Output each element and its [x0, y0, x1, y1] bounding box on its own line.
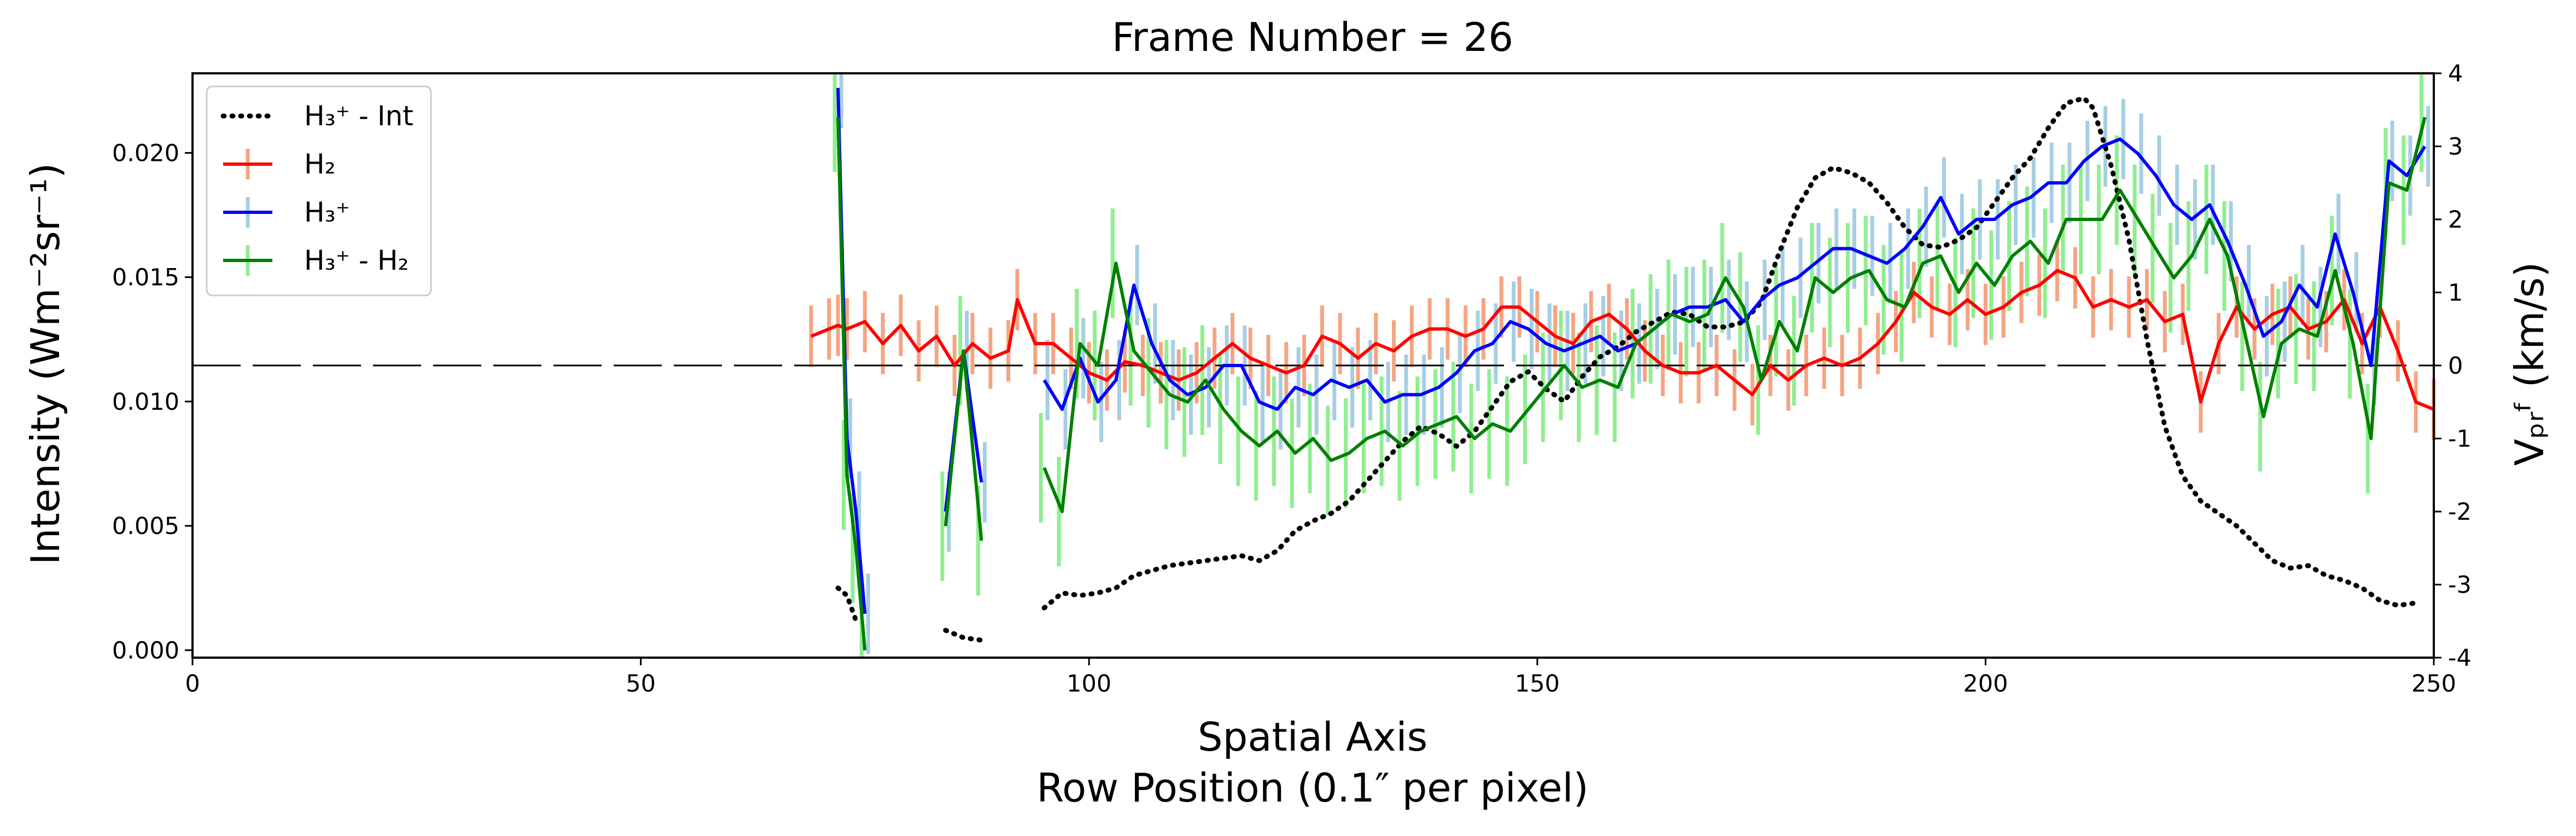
y-left-tick-label: 0.020	[112, 140, 179, 167]
legend-label: H₃⁺ - H₂	[304, 245, 409, 276]
x-tick-label: 0	[185, 670, 200, 698]
y-axis-left: 0.000 0.005 0.010 0.015 0.020	[112, 140, 193, 664]
legend-label: H₃⁺ - Int	[304, 100, 413, 132]
legend-label: H₃⁺	[304, 196, 350, 228]
chart-title: Frame Number = 26	[1112, 14, 1513, 60]
y-right-tick-label: 1	[2448, 280, 2463, 307]
y-right-tick-label: 2	[2448, 206, 2463, 234]
x-tick-label: 250	[2411, 670, 2456, 698]
y-right-tick-label: 4	[2448, 60, 2463, 88]
legend-label: H₂	[304, 148, 336, 180]
series-line	[943, 628, 984, 643]
y-left-tick-label: 0.005	[112, 513, 179, 540]
y-axis-left-label: Intensity (Wm⁻²sr⁻¹)	[22, 163, 68, 565]
y-right-tick-label: -2	[2448, 498, 2472, 526]
x-tick-label: 100	[1066, 670, 1111, 698]
legend-box	[206, 85, 432, 297]
x-tick-label: 50	[626, 670, 656, 698]
series-line	[810, 269, 2435, 411]
series-line	[835, 585, 859, 623]
x-tick-label: 200	[1963, 670, 2008, 698]
series-line	[836, 117, 867, 651]
series-line	[1042, 137, 2427, 411]
series-line	[943, 349, 983, 541]
y-axis-right-label: Vₚᵣᶠ (km/s)	[2507, 262, 2552, 466]
y-right-tick-label: 0	[2448, 352, 2463, 380]
x-axis-label: Spatial Axis	[1198, 714, 1427, 760]
x-tick-label: 150	[1515, 670, 1560, 698]
y-axis-right: -4 -3 -2 -1 0 1 2 3 4	[2434, 60, 2472, 672]
y-left-tick-label: 0.000	[112, 637, 179, 664]
legend: H₃⁺ - Int H₂ H₃⁺ H₃⁺ - H₂	[206, 85, 432, 297]
y-right-tick-label: 3	[2448, 133, 2463, 161]
x-axis: 0 50 100 150 200 250	[185, 658, 2456, 698]
y-right-tick-label: -3	[2448, 572, 2472, 599]
y-left-tick-label: 0.010	[112, 388, 179, 416]
series-line	[1041, 95, 2418, 611]
y-right-tick-label: -4	[2448, 645, 2472, 672]
x-axis-label-secondary: Row Position (0.1″ per pixel)	[1036, 765, 1588, 811]
plot-area	[191, 72, 2436, 659]
series-line	[1042, 117, 2427, 513]
y-right-tick-label: -1	[2448, 426, 2472, 453]
y-left-tick-label: 0.015	[112, 264, 179, 292]
series-lines	[810, 88, 2435, 651]
